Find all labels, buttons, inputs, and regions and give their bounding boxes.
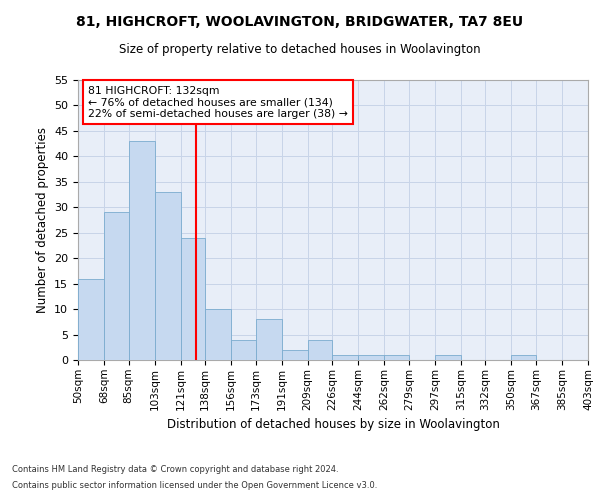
Bar — [256, 320, 282, 360]
Bar — [78, 278, 104, 360]
Text: 81, HIGHCROFT, WOOLAVINGTON, BRIDGWATER, TA7 8EU: 81, HIGHCROFT, WOOLAVINGTON, BRIDGWATER,… — [76, 15, 524, 29]
Bar — [435, 355, 461, 360]
Bar — [332, 355, 358, 360]
Text: Size of property relative to detached houses in Woolavington: Size of property relative to detached ho… — [119, 42, 481, 56]
Text: 81 HIGHCROFT: 132sqm
← 76% of detached houses are smaller (134)
22% of semi-deta: 81 HIGHCROFT: 132sqm ← 76% of detached h… — [88, 86, 348, 119]
Text: Contains HM Land Registry data © Crown copyright and database right 2024.: Contains HM Land Registry data © Crown c… — [12, 466, 338, 474]
Text: Contains public sector information licensed under the Open Government Licence v3: Contains public sector information licen… — [12, 480, 377, 490]
Bar — [205, 309, 231, 360]
Bar — [358, 355, 384, 360]
Bar — [511, 355, 536, 360]
Bar — [155, 192, 181, 360]
Bar — [308, 340, 332, 360]
Y-axis label: Number of detached properties: Number of detached properties — [35, 127, 49, 313]
Bar — [181, 238, 205, 360]
X-axis label: Distribution of detached houses by size in Woolavington: Distribution of detached houses by size … — [167, 418, 499, 431]
Bar — [282, 350, 308, 360]
Bar — [231, 340, 256, 360]
Bar — [384, 355, 409, 360]
Bar — [104, 212, 128, 360]
Bar — [128, 141, 155, 360]
